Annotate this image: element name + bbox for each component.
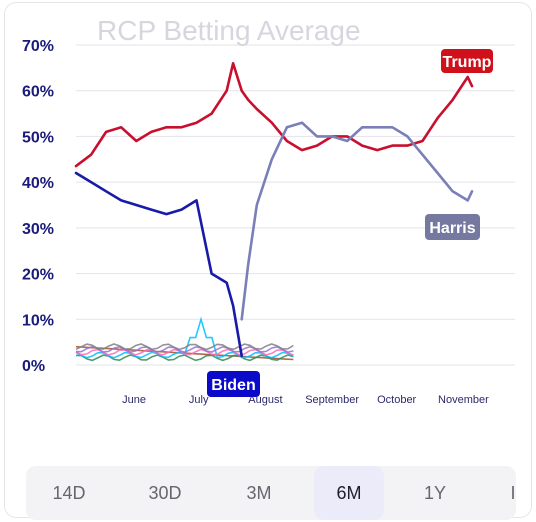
range-button-14d[interactable]: 14D: [52, 483, 86, 503]
chart-card: [4, 2, 532, 518]
betting-average-chart: RCP Betting Average 0% 10% 20% 30% 40% 50% 60%…: [22, 15, 515, 406]
y-tick-label: 40%: [22, 175, 54, 192]
series-line-biden: [74, 171, 243, 358]
range-button-3m[interactable]: 3M: [246, 483, 272, 503]
x-tick-label: July: [189, 394, 209, 406]
y-tick-label: 0%: [22, 358, 45, 375]
series-label-badge-biden: [207, 371, 260, 397]
x-tick-label: September: [305, 394, 359, 406]
grid-layer: [76, 44, 515, 366]
chart-title: RCP Betting Average: [97, 15, 361, 46]
series-line-harris: [240, 121, 474, 321]
x-tick-label: October: [377, 394, 416, 406]
y-tick-label: 60%: [22, 84, 54, 101]
minor-candidate-line: [75, 345, 294, 354]
y-tick-label: 20%: [22, 267, 54, 284]
range-button-1y[interactable]: 1Y: [423, 483, 447, 503]
x-axis-labels: June July August September October November: [122, 394, 489, 406]
series-label-badge-harris: [425, 214, 480, 240]
range-button-30d[interactable]: 30D: [148, 483, 182, 503]
minor-candidate-line: [75, 343, 294, 351]
range-button-6m[interactable]: 6M: [314, 466, 384, 520]
y-tick-label: 70%: [22, 38, 54, 55]
series-layer: [74, 62, 474, 358]
x-tick-label: November: [438, 394, 489, 406]
minor-candidates-layer: [75, 316, 294, 362]
y-tick-label: 30%: [22, 221, 54, 238]
series-label-trump: Trump: [443, 54, 492, 71]
series-label-harris: Harris: [429, 220, 475, 237]
y-tick-label: 50%: [22, 129, 54, 146]
y-tick-label: 10%: [22, 312, 54, 329]
series-label-badge-trump: [441, 49, 493, 73]
minor-candidate-line: [75, 354, 294, 362]
y-axis-labels: 0% 10% 20% 30% 40% 50% 60% 70%: [22, 38, 54, 375]
time-range-selector: 14D 30D 3M 6M 1Y I: [26, 466, 516, 520]
series-labels: Trump Harris Biden: [207, 49, 493, 397]
series-line-trump: [74, 62, 474, 168]
range-button-all[interactable]: I: [510, 483, 516, 503]
x-tick-label: June: [122, 394, 146, 406]
series-label-biden: Biden: [211, 377, 255, 394]
x-tick-label: August: [248, 394, 282, 406]
